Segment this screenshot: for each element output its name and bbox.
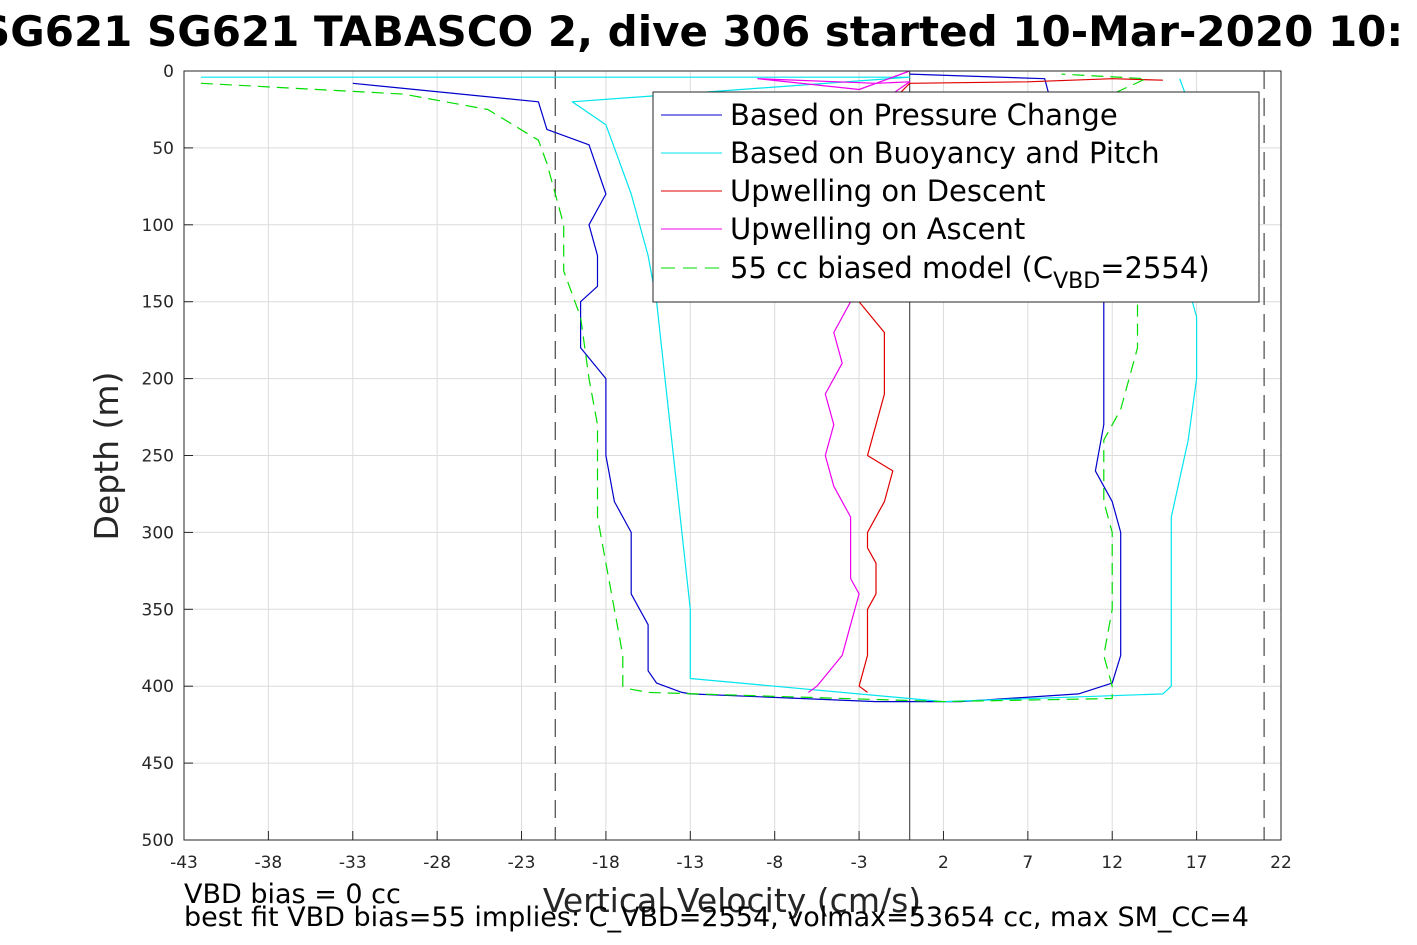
y-tick-label: 500 xyxy=(142,831,174,851)
best-fit-note: best fit VBD bias=55 implies: C_VBD=2554… xyxy=(184,902,1249,933)
x-tick-label: 12 xyxy=(1101,853,1123,873)
y-tick-label: 50 xyxy=(152,139,174,159)
legend-label-ascent: Upwelling on Ascent xyxy=(730,212,1025,246)
vbd-bias-note: VBD bias = 0 cc xyxy=(184,879,401,910)
x-tick-label: 2 xyxy=(938,853,949,873)
legend: Based on Pressure Change Based on Buoyan… xyxy=(652,91,1260,303)
series-line-1 xyxy=(200,76,1198,703)
x-tick-label: -3 xyxy=(851,853,868,873)
x-tick-label: -33 xyxy=(339,853,367,873)
y-tick-label: 150 xyxy=(142,293,174,313)
axis-ticks: -43 -38 -33 -28 -23 -18 -13 -8 -3 2 7 12 17 22 0 50 100 1… xyxy=(142,62,1292,873)
x-tick-label: -38 xyxy=(254,853,282,873)
legend-label-descent: Upwelling on Descent xyxy=(730,174,1046,208)
x-tick-label: -43 xyxy=(170,853,198,873)
x-tick-label: -28 xyxy=(423,853,451,873)
y-tick-label: 200 xyxy=(142,370,174,390)
y-tick-label: 250 xyxy=(142,447,174,467)
series-line-4 xyxy=(200,73,1147,703)
x-tick-label: -8 xyxy=(766,853,783,873)
y-tick-label: 450 xyxy=(142,754,174,774)
legend-box xyxy=(652,91,1260,303)
x-tick-label: -23 xyxy=(508,853,536,873)
x-tick-label: -18 xyxy=(592,853,620,873)
y-tick-label: 100 xyxy=(142,216,174,236)
y-tick-label: 300 xyxy=(142,523,174,543)
y-tick-label: 350 xyxy=(142,600,174,620)
x-tick-label: 7 xyxy=(1022,853,1033,873)
x-tick-label: 17 xyxy=(1186,853,1208,873)
chart-title: SG621 SG621 TABASCO 2, dive 306 started … xyxy=(0,7,1403,56)
x-tick-label: -13 xyxy=(676,853,704,873)
legend-label-buoyancy: Based on Buoyancy and Pitch xyxy=(730,136,1160,170)
x-tick-label: 22 xyxy=(1270,853,1292,873)
x-axis-label: Vertical Velocity (cm/s) xyxy=(543,881,921,920)
y-axis-label: Depth (m) xyxy=(87,372,126,541)
legend-label-model: 55 cc biased model (CVBD=2554) xyxy=(730,251,1210,294)
series-line-0 xyxy=(352,73,1122,703)
y-tick-label: 400 xyxy=(142,677,174,697)
y-tick-label: 0 xyxy=(163,62,174,82)
legend-label-pressure: Based on Pressure Change xyxy=(730,98,1118,132)
series-line-3 xyxy=(757,70,911,693)
